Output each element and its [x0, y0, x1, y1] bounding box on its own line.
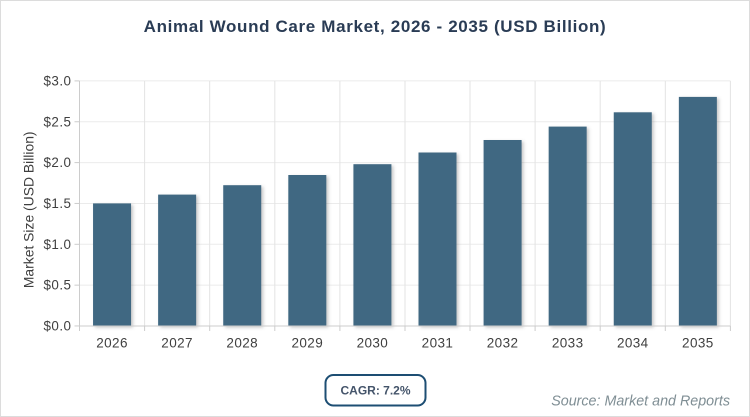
svg-text:Source: Market and Reports: Source: Market and Reports — [551, 394, 730, 410]
svg-text:2032: 2032 — [487, 336, 519, 351]
svg-text:$1.5: $1.5 — [43, 196, 71, 211]
svg-text:$2.5: $2.5 — [43, 114, 71, 129]
svg-text:$0.0: $0.0 — [43, 319, 71, 334]
svg-text:CAGR: 7.2%: CAGR: 7.2% — [340, 383, 410, 397]
svg-text:2034: 2034 — [617, 336, 649, 351]
svg-text:$3.0: $3.0 — [43, 73, 71, 88]
svg-text:Market Size (USD Billion): Market Size (USD Billion) — [21, 131, 37, 288]
svg-text:2027: 2027 — [161, 336, 193, 351]
svg-text:2035: 2035 — [682, 336, 714, 351]
svg-text:$2.0: $2.0 — [43, 155, 71, 170]
svg-text:2033: 2033 — [552, 336, 584, 351]
svg-text:$0.5: $0.5 — [43, 278, 71, 293]
svg-text:2030: 2030 — [357, 336, 389, 351]
svg-text:2031: 2031 — [422, 336, 454, 351]
svg-text:2028: 2028 — [226, 336, 258, 351]
svg-text:$1.0: $1.0 — [43, 237, 71, 252]
svg-text:2029: 2029 — [291, 336, 323, 351]
svg-text:2026: 2026 — [96, 336, 128, 351]
svg-text:Animal Wound Care Market, 2026: Animal Wound Care Market, 2026 - 2035 (U… — [144, 17, 607, 36]
